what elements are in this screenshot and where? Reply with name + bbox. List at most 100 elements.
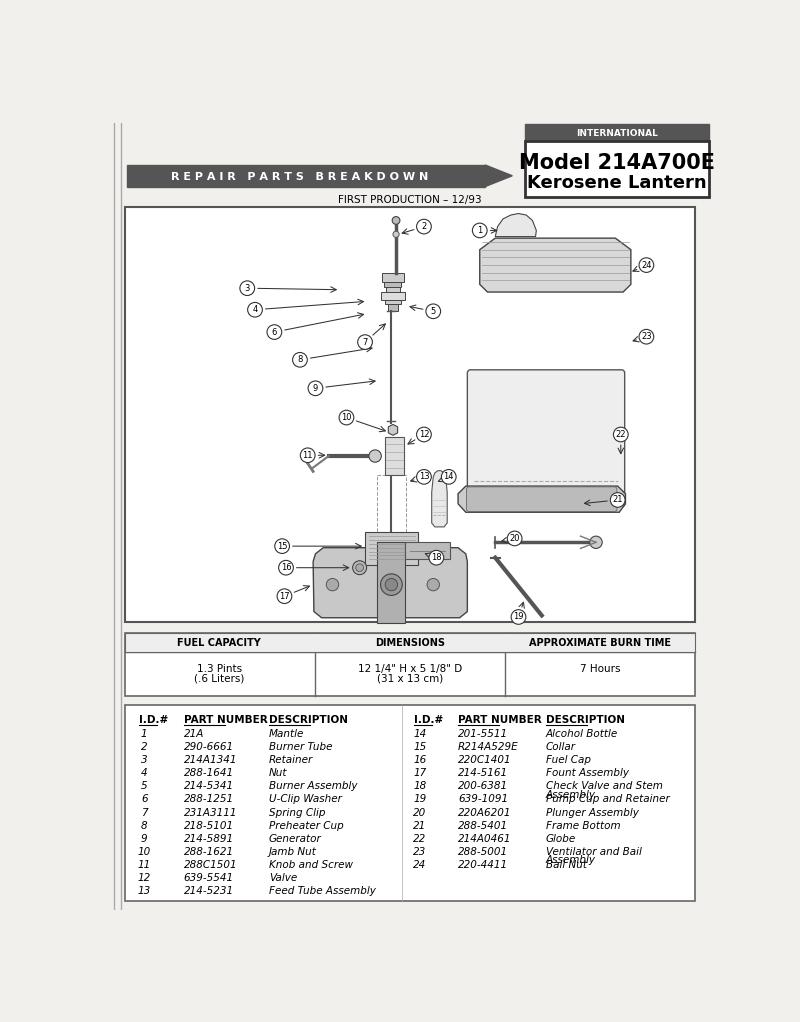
Circle shape bbox=[278, 560, 294, 575]
Text: Model 214A700E: Model 214A700E bbox=[519, 153, 715, 174]
Text: 7 Hours: 7 Hours bbox=[580, 663, 620, 673]
Polygon shape bbox=[432, 471, 447, 527]
Text: Generator: Generator bbox=[269, 834, 322, 844]
Circle shape bbox=[429, 551, 444, 565]
Circle shape bbox=[308, 381, 323, 396]
Text: 24: 24 bbox=[641, 261, 652, 270]
Text: Retainer: Retainer bbox=[269, 755, 314, 765]
FancyBboxPatch shape bbox=[385, 282, 402, 287]
Text: 23: 23 bbox=[641, 332, 652, 341]
Text: 9: 9 bbox=[313, 384, 318, 392]
Text: 8: 8 bbox=[298, 356, 302, 364]
Polygon shape bbox=[480, 238, 631, 292]
Text: 12: 12 bbox=[418, 430, 429, 439]
Text: R214A529E: R214A529E bbox=[458, 742, 518, 752]
Text: Globe: Globe bbox=[546, 834, 576, 844]
FancyBboxPatch shape bbox=[125, 634, 695, 652]
Text: 290-6661: 290-6661 bbox=[184, 742, 234, 752]
Text: 201-5511: 201-5511 bbox=[458, 729, 508, 739]
Text: 214-5231: 214-5231 bbox=[184, 886, 234, 896]
Text: 23: 23 bbox=[414, 847, 426, 856]
Polygon shape bbox=[388, 424, 398, 435]
Text: 22: 22 bbox=[414, 834, 426, 844]
Text: 3: 3 bbox=[141, 755, 147, 765]
Text: 20: 20 bbox=[414, 807, 426, 818]
Text: APPROXIMATE BURN TIME: APPROXIMATE BURN TIME bbox=[529, 638, 671, 648]
Text: 220A6201: 220A6201 bbox=[458, 807, 511, 818]
Text: 7: 7 bbox=[141, 807, 147, 818]
Circle shape bbox=[356, 564, 363, 571]
Text: Preheater Cup: Preheater Cup bbox=[269, 821, 344, 831]
Circle shape bbox=[392, 217, 400, 224]
Text: Pump Cup and Retainer: Pump Cup and Retainer bbox=[546, 794, 670, 804]
Text: Check Valve and Stem: Check Valve and Stem bbox=[546, 782, 662, 791]
FancyBboxPatch shape bbox=[382, 273, 404, 282]
Circle shape bbox=[326, 578, 338, 591]
Text: Fuel Cap: Fuel Cap bbox=[546, 755, 590, 765]
FancyBboxPatch shape bbox=[125, 634, 695, 696]
Text: 220-4411: 220-4411 bbox=[458, 860, 508, 870]
Text: 639-5541: 639-5541 bbox=[184, 873, 234, 883]
Circle shape bbox=[639, 329, 654, 344]
Text: 20: 20 bbox=[510, 533, 520, 543]
Polygon shape bbox=[313, 548, 467, 617]
Text: Kerosene Lantern: Kerosene Lantern bbox=[527, 175, 706, 192]
Text: Valve: Valve bbox=[269, 873, 298, 883]
Text: U-Clip Washer: U-Clip Washer bbox=[269, 794, 342, 804]
Text: 4: 4 bbox=[141, 769, 147, 779]
Circle shape bbox=[472, 223, 487, 238]
Text: 19: 19 bbox=[414, 794, 426, 804]
Text: 9: 9 bbox=[141, 834, 147, 844]
Circle shape bbox=[427, 578, 439, 591]
Text: 21: 21 bbox=[613, 496, 623, 505]
Circle shape bbox=[426, 304, 441, 319]
Circle shape bbox=[511, 610, 526, 624]
Text: Assembly: Assembly bbox=[546, 855, 596, 866]
Circle shape bbox=[274, 539, 290, 554]
Circle shape bbox=[300, 448, 315, 463]
Text: 288-1641: 288-1641 bbox=[184, 769, 234, 779]
FancyBboxPatch shape bbox=[125, 705, 695, 901]
Text: INTERNATIONAL: INTERNATIONAL bbox=[576, 129, 658, 138]
Circle shape bbox=[353, 561, 366, 574]
Text: DIMENSIONS: DIMENSIONS bbox=[375, 638, 445, 648]
Text: Spring Clip: Spring Clip bbox=[269, 807, 326, 818]
FancyBboxPatch shape bbox=[525, 141, 709, 196]
Text: 214A0461: 214A0461 bbox=[458, 834, 511, 844]
Circle shape bbox=[442, 469, 456, 484]
Circle shape bbox=[417, 427, 431, 442]
Text: Alcohol Bottle: Alcohol Bottle bbox=[546, 729, 618, 739]
Text: 15: 15 bbox=[414, 742, 426, 752]
Circle shape bbox=[610, 493, 625, 507]
Text: R E P A I R   P A R T S   B R E A K D O W N: R E P A I R P A R T S B R E A K D O W N bbox=[170, 172, 428, 182]
Text: DESCRIPTION: DESCRIPTION bbox=[269, 715, 348, 726]
Text: (31 x 13 cm): (31 x 13 cm) bbox=[377, 673, 443, 684]
Text: 218-5101: 218-5101 bbox=[184, 821, 234, 831]
Text: Mantle: Mantle bbox=[269, 729, 304, 739]
Text: 13: 13 bbox=[418, 472, 430, 481]
Text: 6: 6 bbox=[141, 794, 147, 804]
Text: 2: 2 bbox=[141, 742, 147, 752]
Text: 21A: 21A bbox=[184, 729, 204, 739]
Text: 18: 18 bbox=[431, 553, 442, 562]
Text: FUEL CAPACITY: FUEL CAPACITY bbox=[178, 638, 262, 648]
Text: (.6 Liters): (.6 Liters) bbox=[194, 673, 245, 684]
Text: 6: 6 bbox=[272, 328, 277, 336]
Text: 2: 2 bbox=[422, 222, 426, 231]
Text: 12: 12 bbox=[138, 873, 151, 883]
Text: PART NUMBER: PART NUMBER bbox=[458, 715, 542, 726]
Text: 17: 17 bbox=[414, 769, 426, 779]
Text: Knob and Screw: Knob and Screw bbox=[269, 860, 353, 870]
Text: 12 1/4" H x 5 1/8" D: 12 1/4" H x 5 1/8" D bbox=[358, 663, 462, 673]
Text: 639-1091: 639-1091 bbox=[458, 794, 508, 804]
Text: 214-5161: 214-5161 bbox=[458, 769, 508, 779]
Text: 288-1621: 288-1621 bbox=[184, 847, 234, 856]
Text: Fount Assembly: Fount Assembly bbox=[546, 769, 629, 779]
FancyBboxPatch shape bbox=[405, 543, 450, 559]
Circle shape bbox=[369, 450, 382, 462]
Polygon shape bbox=[495, 214, 536, 237]
Circle shape bbox=[507, 531, 522, 546]
Text: 7: 7 bbox=[362, 337, 368, 346]
Circle shape bbox=[639, 258, 654, 273]
Text: 1: 1 bbox=[477, 226, 482, 235]
